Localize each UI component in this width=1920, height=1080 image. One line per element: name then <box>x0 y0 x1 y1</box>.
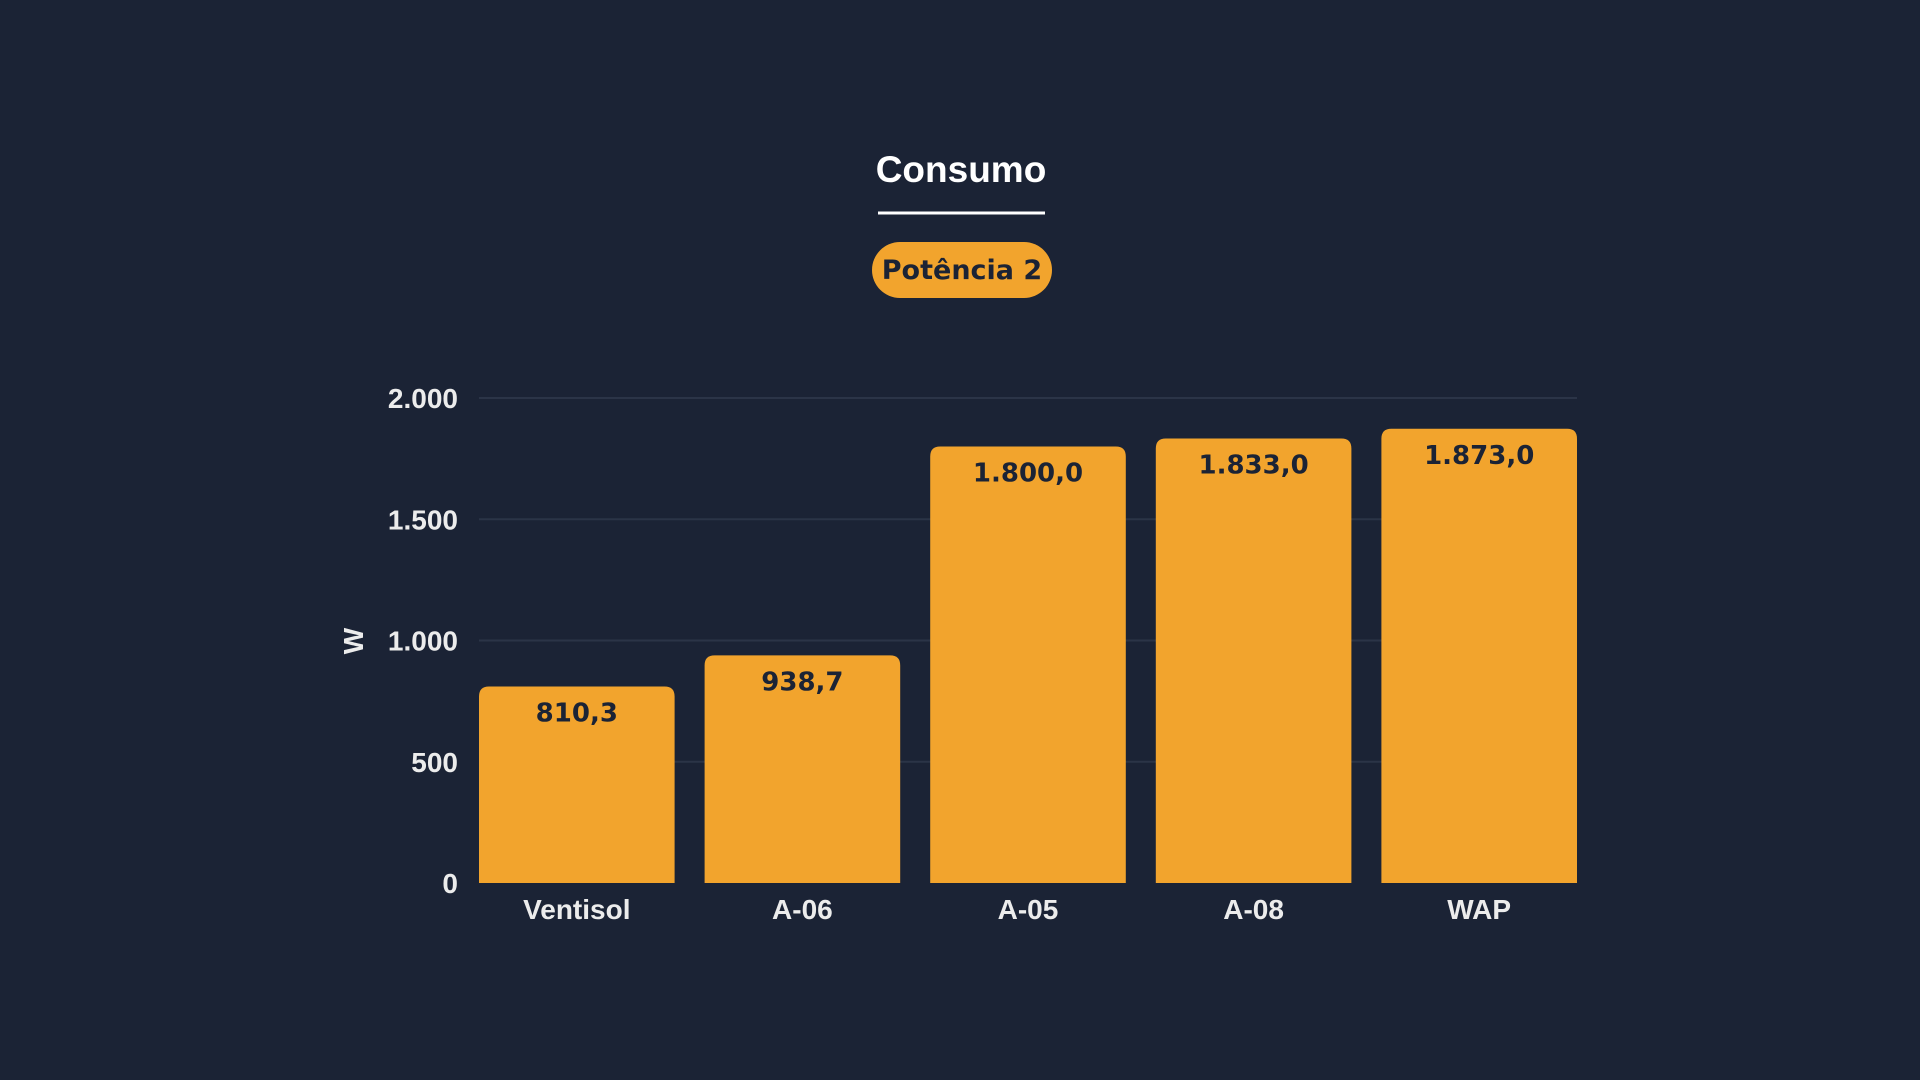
bar <box>1381 428 1577 883</box>
bar-value-label: 1.833,0 <box>1198 450 1308 480</box>
chart-subtitle: Potência 2 <box>882 255 1042 286</box>
x-category-label: A-06 <box>772 894 833 925</box>
bar-value-label: 810,3 <box>536 699 618 729</box>
x-category-label: WAP <box>1447 894 1511 925</box>
bar-value-label: 938,7 <box>761 667 843 697</box>
y-tick-label: 2.000 <box>388 383 458 414</box>
bar <box>479 686 675 883</box>
y-tick-label: 0 <box>442 868 458 899</box>
y-tick-label: 500 <box>411 747 458 778</box>
y-tick-label: 1.500 <box>388 504 458 535</box>
x-category-label: A-05 <box>998 894 1059 925</box>
bar-value-label: 1.800,0 <box>973 459 1083 489</box>
bar-value-label: 1.873,0 <box>1424 441 1534 471</box>
y-tick-label: 1.000 <box>388 626 458 657</box>
subtitle-pill <box>872 242 1052 298</box>
x-category-label: A-08 <box>1223 894 1284 925</box>
bars <box>479 428 1577 883</box>
y-axis-title: W <box>338 627 369 654</box>
chart-title: Consumo <box>876 149 1047 190</box>
y-axis-ticks: 0 500 1.000 1.500 2.000 <box>388 383 458 899</box>
bar <box>1155 438 1352 883</box>
bar <box>704 655 901 883</box>
value-labels: 810,3 938,7 1.800,0 1.833,0 1.873,0 <box>536 441 1535 729</box>
category-labels: Ventisol A-06 A-05 A-08 WAP <box>523 894 1511 925</box>
x-category-label: Ventisol <box>523 894 630 925</box>
bar <box>930 446 1126 883</box>
